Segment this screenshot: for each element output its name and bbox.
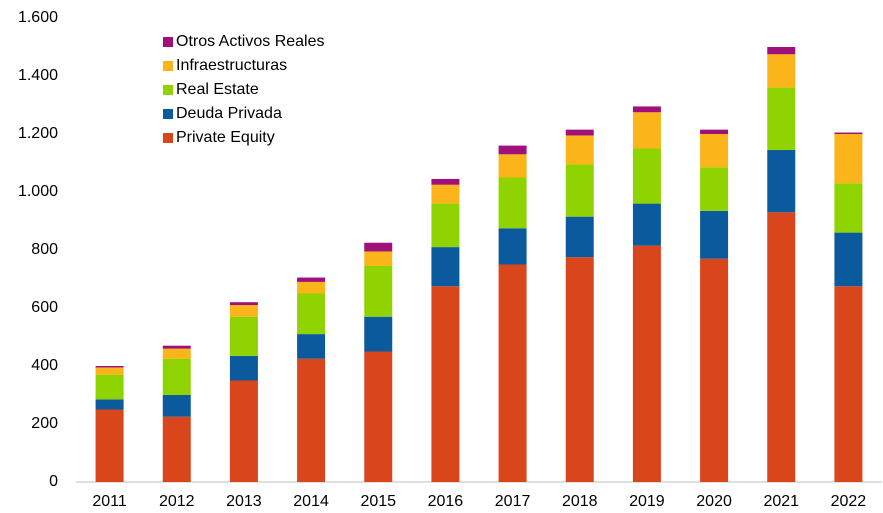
bar-segment xyxy=(565,257,594,482)
y-tick-label: 800 xyxy=(31,241,58,258)
bar-segment xyxy=(431,247,460,287)
bar-segment xyxy=(498,177,527,229)
bar-segment xyxy=(767,212,796,483)
legend-label: Deuda Privada xyxy=(176,105,282,122)
bar-segment xyxy=(498,228,527,265)
bar-segment xyxy=(834,132,863,134)
bar-segment xyxy=(632,112,661,149)
bar-segment xyxy=(767,87,796,150)
x-tick-label: 2019 xyxy=(629,493,665,510)
bar-segment xyxy=(431,184,460,204)
bar-segment xyxy=(498,145,527,155)
bar-segment xyxy=(834,134,863,184)
bar-segment xyxy=(700,167,729,211)
bar-segment xyxy=(95,366,124,368)
legend-label: Infraestructuras xyxy=(176,57,287,74)
legend-swatch xyxy=(163,85,173,95)
x-tick-label: 2017 xyxy=(495,493,531,510)
bar-segment xyxy=(229,316,258,356)
x-tick-label: 2015 xyxy=(360,493,396,510)
bar-segment xyxy=(700,129,729,134)
bar-segment xyxy=(565,216,594,258)
y-tick-label: 400 xyxy=(31,357,58,374)
bar-segment xyxy=(700,134,729,168)
bar-segment xyxy=(834,183,863,233)
bar-segment xyxy=(834,286,863,482)
bar-segment xyxy=(297,277,326,282)
x-tick-label: 2018 xyxy=(562,493,598,510)
bar-segment xyxy=(364,251,393,266)
bar-segment xyxy=(632,148,661,204)
bar-segment xyxy=(431,178,460,185)
legend-label: Private Equity xyxy=(176,129,275,146)
bar-segment xyxy=(229,305,258,317)
bar-segment xyxy=(364,351,393,482)
bar-segment xyxy=(632,106,661,113)
legend-swatch xyxy=(163,133,173,143)
bar-segment xyxy=(431,286,460,482)
legend-swatch xyxy=(163,37,173,47)
x-tick-label: 2020 xyxy=(696,493,732,510)
bar-segment xyxy=(498,154,527,178)
bar-segment xyxy=(565,129,594,136)
y-tick-label: 1.600 xyxy=(18,9,58,26)
bar-segment xyxy=(700,258,729,482)
bar-segment xyxy=(498,264,527,482)
bar-segment xyxy=(95,374,124,400)
bar-segment xyxy=(229,302,258,306)
bar-segment xyxy=(431,203,460,248)
bar-segment xyxy=(632,245,661,482)
bar-segment xyxy=(95,367,124,375)
legend-swatch xyxy=(163,109,173,119)
bar-segment xyxy=(162,345,191,349)
y-tick-label: 1.200 xyxy=(18,125,58,142)
bar-segment xyxy=(565,135,594,165)
bar-segment xyxy=(565,164,594,217)
x-tick-label: 2022 xyxy=(831,493,867,510)
y-tick-label: 600 xyxy=(31,299,58,316)
bar-segment xyxy=(162,395,191,417)
legend-swatch xyxy=(163,61,173,71)
bar-segment xyxy=(767,47,796,55)
x-tick-label: 2014 xyxy=(293,493,329,510)
y-tick-label: 1.000 xyxy=(18,183,58,200)
bar-segment xyxy=(95,409,124,482)
legend-label: Otros Activos Reales xyxy=(176,33,325,50)
x-tick-label: 2013 xyxy=(226,493,262,510)
bar-segment xyxy=(767,54,796,88)
legend-label: Real Estate xyxy=(176,81,259,98)
bar-segment xyxy=(364,265,393,317)
bar-segment xyxy=(297,293,326,335)
bar-segment xyxy=(767,149,796,213)
y-tick-label: 0 xyxy=(49,473,58,490)
bar-segment xyxy=(834,232,863,287)
bar-segment xyxy=(632,203,661,246)
bar-segment xyxy=(364,316,393,352)
x-tick-label: 2012 xyxy=(159,493,195,510)
bar-segment xyxy=(162,358,191,395)
bar-segment xyxy=(297,358,326,482)
bar-segment xyxy=(162,416,191,482)
bar-segment xyxy=(229,355,258,381)
bar-segment xyxy=(364,242,393,252)
y-tick-label: 1.400 xyxy=(18,67,58,84)
bar-segment xyxy=(162,348,191,359)
bar-segment xyxy=(700,210,729,259)
bar-segment xyxy=(95,399,124,410)
bar-segment xyxy=(297,334,326,359)
x-tick-label: 2011 xyxy=(92,493,127,510)
x-tick-label: 2021 xyxy=(763,493,799,510)
y-tick-label: 200 xyxy=(31,415,58,432)
bar-segment xyxy=(229,380,258,482)
x-tick-label: 2016 xyxy=(428,493,464,510)
bar-segment xyxy=(297,281,326,294)
